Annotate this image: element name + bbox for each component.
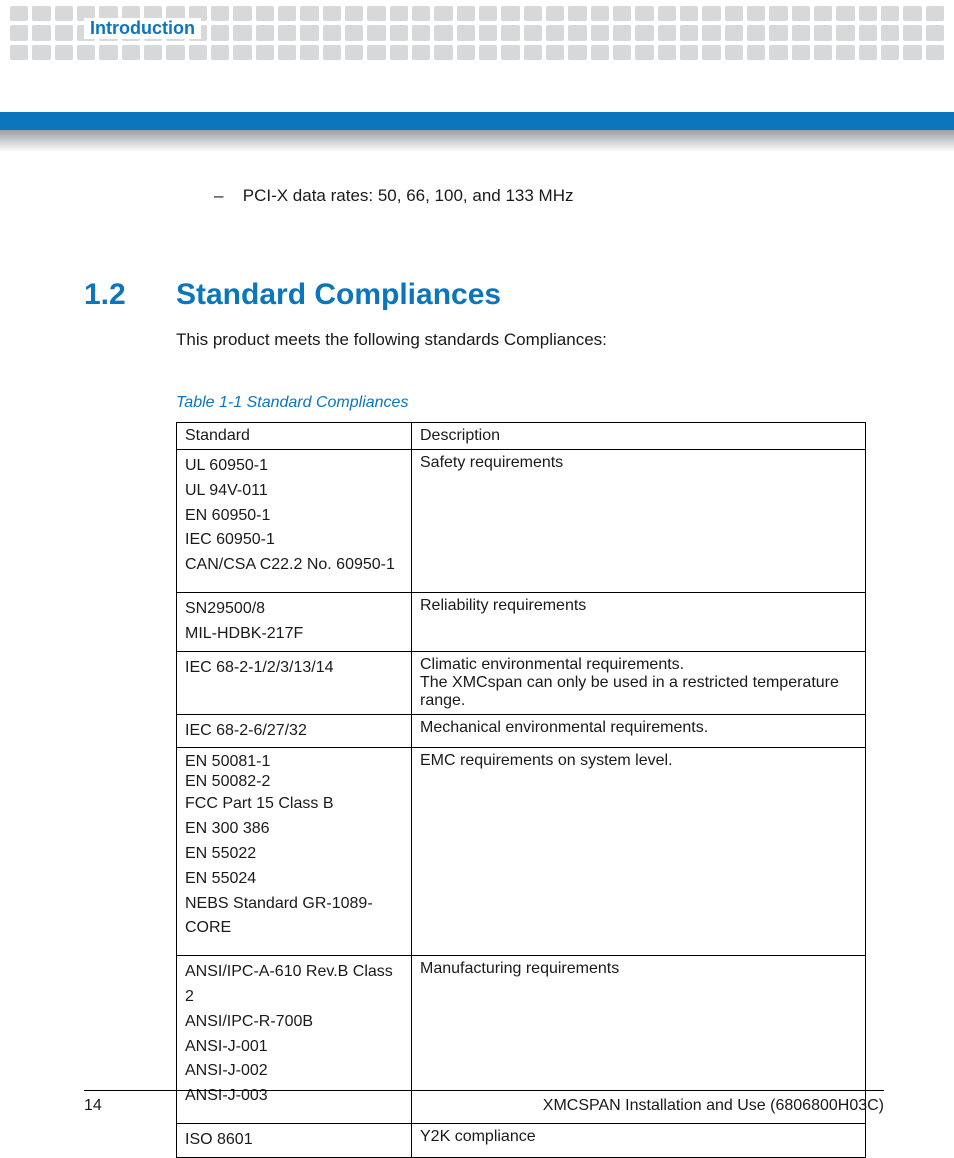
table-body: UL 60950-1UL 94V-011EN 60950-1IEC 60950-… bbox=[177, 450, 866, 1158]
table-cell-description: Climatic environmental requirements.The … bbox=[412, 651, 866, 714]
table-caption: Table 1-1 Standard Compliances bbox=[176, 394, 884, 412]
table-cell-standard: SN29500/8MIL-HDBK-217F bbox=[177, 592, 412, 651]
table-cell-standard: EN 50081-1EN 50082-2FCC Part 15 Class BE… bbox=[177, 748, 412, 956]
table-cell-standard: IEC 68-2-1/2/3/13/14 bbox=[177, 651, 412, 714]
table-cell-description: Y2K compliance bbox=[412, 1123, 866, 1157]
table-row: IEC 68-2-6/27/32Mechanical environmental… bbox=[177, 714, 866, 748]
header-blue-bar bbox=[0, 112, 954, 130]
table-cell-standard: ISO 8601 bbox=[177, 1123, 412, 1157]
section-number: 1.2 bbox=[84, 278, 176, 312]
table-col-description: Description bbox=[412, 423, 866, 450]
page-content: – PCI-X data rates: 50, 66, 100, and 133… bbox=[84, 186, 884, 1158]
footer-page-number: 14 bbox=[84, 1097, 102, 1115]
bullet-text: PCI-X data rates: 50, 66, 100, and 133 M… bbox=[243, 186, 574, 205]
table-col-standard: Standard bbox=[177, 423, 412, 450]
table-row: IEC 68-2-1/2/3/13/14Climatic environment… bbox=[177, 651, 866, 714]
section-title: Standard Compliances bbox=[176, 278, 501, 312]
table-cell-description: Safety requirements bbox=[412, 450, 866, 593]
table-cell-description: Reliability requirements bbox=[412, 592, 866, 651]
table-row: ISO 8601Y2K compliance bbox=[177, 1123, 866, 1157]
page-footer: 14 XMCSPAN Installation and Use (6806800… bbox=[84, 1090, 884, 1115]
header-section-label: Introduction bbox=[84, 18, 201, 39]
table-row: EN 50081-1EN 50082-2FCC Part 15 Class BE… bbox=[177, 748, 866, 956]
table-header-row: Standard Description bbox=[177, 423, 866, 450]
table-cell-description: Mechanical environmental requirements. bbox=[412, 714, 866, 748]
table-row: UL 60950-1UL 94V-011EN 60950-1IEC 60950-… bbox=[177, 450, 866, 593]
compliance-table: Standard Description UL 60950-1UL 94V-01… bbox=[176, 422, 866, 1158]
bullet-item: – PCI-X data rates: 50, 66, 100, and 133… bbox=[214, 186, 884, 206]
section-intro: This product meets the following standar… bbox=[176, 330, 884, 350]
footer-rule bbox=[84, 1090, 884, 1091]
header-shadow-bar bbox=[0, 130, 954, 152]
section-heading: 1.2 Standard Compliances bbox=[84, 278, 884, 312]
bullet-dash-icon: – bbox=[214, 186, 238, 206]
table-row: SN29500/8MIL-HDBK-217FReliability requir… bbox=[177, 592, 866, 651]
footer-doc-title: XMCSPAN Installation and Use (6806800H03… bbox=[543, 1097, 884, 1115]
table-cell-standard: IEC 68-2-6/27/32 bbox=[177, 714, 412, 748]
table-cell-standard: UL 60950-1UL 94V-011EN 60950-1IEC 60950-… bbox=[177, 450, 412, 593]
table-cell-description: EMC requirements on system level. bbox=[412, 748, 866, 956]
